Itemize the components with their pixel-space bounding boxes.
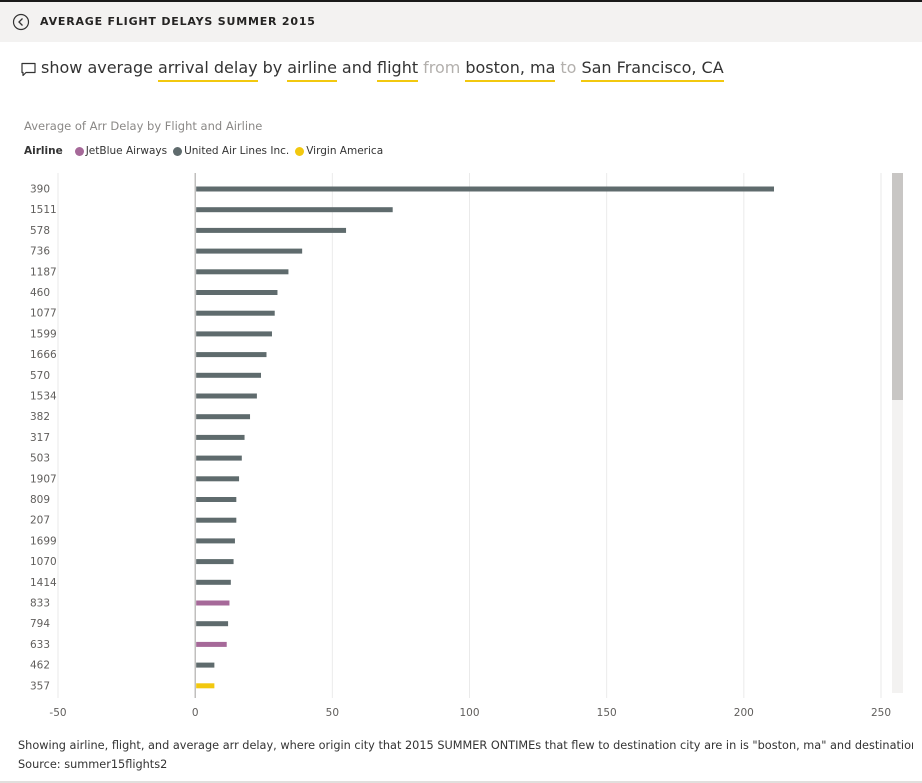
x-tick-label: 50: [326, 707, 339, 719]
chat-bubble-icon: [21, 62, 36, 77]
query-keyword[interactable]: arrival delay: [157, 57, 258, 82]
bar[interactable]: [196, 517, 237, 523]
legend-entry[interactable]: United Air Lines Inc.: [173, 145, 289, 157]
bar[interactable]: [196, 227, 347, 233]
query-keyword[interactable]: boston, ma: [465, 57, 556, 82]
bar[interactable]: [196, 414, 251, 420]
query-text: and: [341, 58, 373, 77]
chart-title: Average of Arr Delay by Flight and Airli…: [24, 119, 263, 133]
y-category-label: 460: [30, 287, 50, 299]
legend-entry[interactable]: JetBlue Airways: [74, 145, 168, 157]
bar[interactable]: [196, 434, 245, 440]
query-text: to: [560, 58, 577, 77]
query-keyword[interactable]: airline: [287, 57, 337, 82]
y-category-label: 382: [30, 411, 50, 423]
bar[interactable]: [196, 641, 227, 647]
y-category-label: 390: [30, 184, 50, 196]
bar[interactable]: [196, 372, 262, 378]
y-category-label: 503: [30, 453, 50, 465]
scrollbar-thumb[interactable]: [892, 173, 903, 400]
y-category-label: 1070: [30, 556, 57, 568]
y-category-label: 317: [30, 432, 50, 444]
legend-label: Virgin America: [306, 145, 384, 157]
query-text: from: [423, 58, 461, 77]
bar[interactable]: [196, 186, 775, 192]
y-category-label: 1907: [30, 473, 57, 485]
top-border: [0, 0, 922, 2]
y-category-label: 1534: [30, 391, 57, 403]
legend-swatch: [74, 146, 84, 156]
y-category-label: 794: [30, 618, 50, 630]
y-category-label: 1699: [30, 535, 57, 547]
bar[interactable]: [196, 497, 237, 502]
qna-query[interactable]: show average arrival delay by airline and fli…: [20, 57, 729, 85]
page-title: AVERAGE FLIGHT DELAYS SUMMER 2015: [40, 15, 316, 28]
bar[interactable]: [196, 331, 272, 337]
bar[interactable]: [196, 310, 275, 316]
bar[interactable]: [196, 538, 235, 544]
bar[interactable]: [196, 455, 242, 461]
x-tick-label: 250: [871, 707, 891, 719]
y-category-label: 462: [30, 660, 50, 672]
legend-swatch: [173, 146, 183, 156]
x-tick-label: 0: [192, 707, 199, 719]
bar[interactable]: [196, 269, 289, 275]
y-category-label: 1511: [30, 204, 57, 216]
y-category-label: 357: [30, 680, 50, 692]
back-arrow-icon[interactable]: [12, 13, 30, 31]
bar[interactable]: [196, 683, 215, 689]
bar[interactable]: [196, 290, 278, 295]
legend-label: United Air Lines Inc.: [184, 145, 290, 157]
legend-title: Airline: [24, 145, 63, 157]
y-category-label: 736: [30, 246, 50, 258]
x-tick-label: 200: [734, 707, 754, 719]
y-category-label: 570: [30, 370, 50, 382]
legend-entry[interactable]: Virgin America: [295, 145, 383, 157]
y-category-label: 833: [30, 598, 50, 610]
chart-legend: Airline JetBlue Airways United Air Lines …: [24, 145, 389, 157]
chart-source: Source: summer15flights2: [18, 758, 168, 771]
x-tick-label: 100: [459, 707, 479, 719]
bottom-divider: [0, 781, 922, 783]
y-category-label: 633: [30, 639, 50, 651]
bar[interactable]: [196, 476, 240, 482]
bar-chart: -50 0 50 100 150 200 250 390 1511 578 736 1187 460 10…: [30, 173, 891, 719]
query-keyword[interactable]: flight: [377, 57, 419, 82]
bar[interactable]: [196, 621, 229, 627]
bar[interactable]: [196, 662, 215, 668]
y-category-label: 1187: [30, 266, 57, 278]
bar[interactable]: [196, 600, 230, 606]
x-tick-label: 150: [597, 707, 617, 719]
page-header: AVERAGE FLIGHT DELAYS SUMMER 2015: [0, 2, 922, 42]
legend-swatch: [295, 146, 305, 156]
y-category-label: 1599: [30, 328, 57, 340]
y-category-label: 1077: [30, 308, 57, 320]
query-text: by: [262, 58, 283, 77]
y-category-label: 578: [30, 225, 50, 237]
chart-description: Showing airline, flight, and average arr…: [18, 739, 913, 752]
y-category-label: 207: [30, 515, 50, 527]
query-text: show average: [41, 58, 153, 77]
bar[interactable]: [196, 579, 231, 585]
bar[interactable]: [196, 559, 234, 565]
query-keyword[interactable]: San Francisco, CA: [581, 57, 724, 82]
y-category-label: 1414: [30, 577, 57, 589]
y-category-label: 1666: [30, 349, 57, 361]
y-category-label: 809: [30, 494, 50, 506]
x-tick-label: -50: [49, 707, 66, 719]
bar[interactable]: [196, 207, 393, 213]
bar[interactable]: [196, 352, 267, 358]
legend-label: JetBlue Airways: [85, 145, 168, 157]
bar[interactable]: [196, 393, 257, 399]
scrollbar-track[interactable]: [892, 173, 903, 693]
bar[interactable]: [196, 248, 303, 254]
